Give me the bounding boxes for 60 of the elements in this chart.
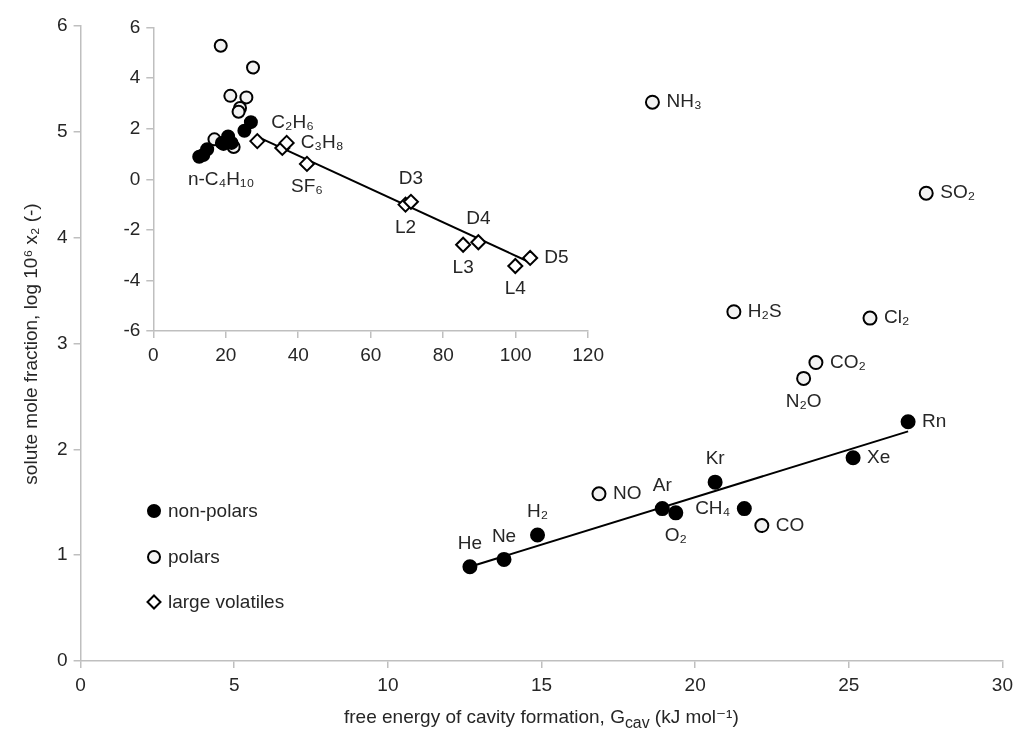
annotation: CH₄ bbox=[695, 496, 731, 518]
annotation: H₂S bbox=[747, 299, 782, 321]
legend-label: polars bbox=[168, 545, 220, 568]
y-tick-label: 2 bbox=[57, 437, 68, 459]
annotation: CO₂ bbox=[829, 350, 866, 372]
x-tick-label: 20 bbox=[215, 343, 237, 365]
x-tick-label: 40 bbox=[287, 343, 309, 365]
y-tick-label: 4 bbox=[57, 225, 69, 247]
y-tick-label: -4 bbox=[123, 268, 141, 290]
x-tick-label: 0 bbox=[148, 343, 159, 365]
annotation: He bbox=[457, 532, 483, 554]
annotation: SO₂ bbox=[940, 181, 976, 203]
annotation: n-C₄H₁₀ bbox=[187, 168, 255, 190]
annotation: C₃H₈ bbox=[300, 131, 344, 153]
annotation: Xe bbox=[867, 446, 891, 468]
annotation: D4 bbox=[466, 207, 491, 229]
annotation: O₂ bbox=[664, 524, 687, 546]
annotation: D3 bbox=[398, 167, 424, 189]
y-tick-label: 3 bbox=[57, 331, 68, 353]
x-axis-title: free energy of cavity formation, G$_{cav}$ (kJ mol⁻¹) bbox=[344, 705, 739, 732]
x-tick-label: 60 bbox=[360, 343, 382, 365]
x-tick-label: 15 bbox=[530, 673, 553, 695]
annotation: L2 bbox=[394, 215, 417, 237]
annotation: NH₃ bbox=[666, 90, 702, 112]
x-tick-label: 5 bbox=[228, 673, 240, 695]
legend-label: large volatiles bbox=[168, 591, 285, 613]
annotation: L4 bbox=[504, 277, 527, 299]
y-tick-label: 6 bbox=[57, 14, 68, 36]
annotation: D5 bbox=[544, 246, 569, 268]
y-tick-label: 1 bbox=[57, 543, 68, 565]
y-axis-title: solute mole fraction, log 10⁶ x₂ (-) bbox=[19, 202, 42, 485]
x-tick-label: 0 bbox=[75, 673, 86, 695]
x-tick-label: 120 bbox=[572, 343, 604, 365]
x-tick-label: 25 bbox=[838, 673, 860, 695]
annotation: C₂H₆ bbox=[271, 111, 314, 133]
x-tick-label: 30 bbox=[991, 673, 1013, 695]
x-tick-label: 80 bbox=[432, 343, 454, 365]
annotation: SF₆ bbox=[290, 175, 323, 197]
annotation: Kr bbox=[705, 447, 726, 469]
legend-label: non-polars bbox=[168, 500, 258, 522]
annotation: Cl₂ bbox=[883, 306, 910, 328]
y-tick-label: 0 bbox=[57, 649, 68, 671]
y-tick-label: -2 bbox=[123, 218, 141, 240]
x-tick-label: 20 bbox=[684, 673, 706, 695]
annotation: N₂O bbox=[785, 389, 822, 411]
annotation: Ne bbox=[491, 524, 517, 546]
x-tick-label: 100 bbox=[499, 343, 532, 365]
x-tick-label: 10 bbox=[377, 673, 399, 695]
y-tick-label: 6 bbox=[129, 15, 141, 37]
y-tick-label: -6 bbox=[123, 319, 141, 341]
annotation: CO bbox=[775, 513, 805, 535]
y-tick-label: 5 bbox=[57, 120, 68, 142]
annotation: L3 bbox=[452, 256, 474, 278]
y-tick-label: 2 bbox=[129, 116, 141, 138]
annotation: Rn bbox=[922, 410, 947, 432]
y-tick-label: 0 bbox=[129, 167, 141, 189]
annotation: H₂ bbox=[526, 500, 549, 522]
annotation: NO bbox=[612, 482, 642, 504]
annotation: Ar bbox=[652, 473, 673, 495]
y-tick-label: 4 bbox=[129, 66, 141, 88]
